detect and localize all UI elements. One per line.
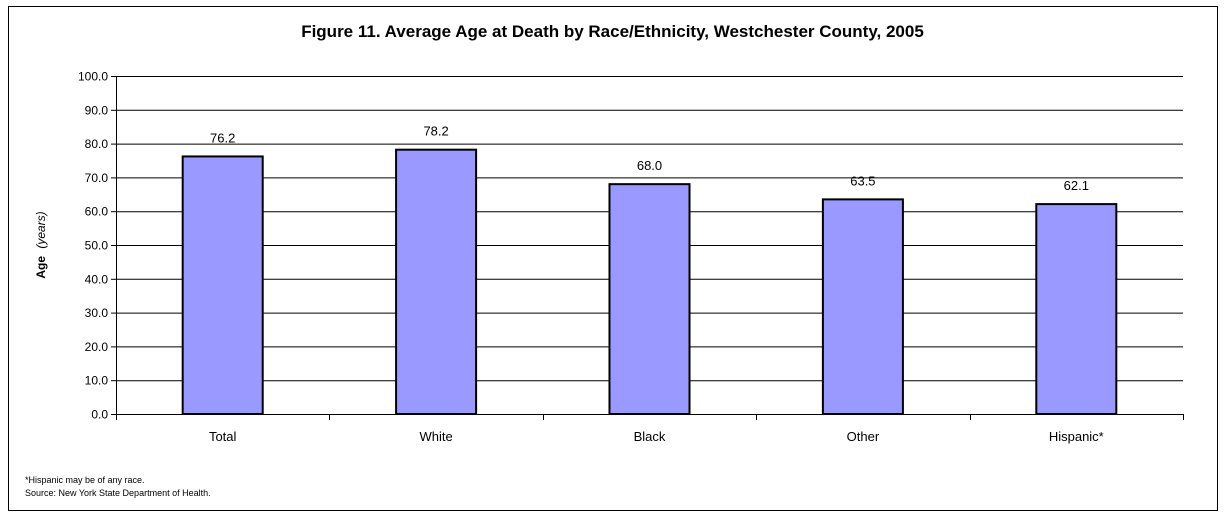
data-label: 63.5 [850,173,875,188]
y-tick-label: 100.0 [78,70,108,84]
bar-black [608,183,691,415]
x-category-label: Total [209,429,237,444]
data-label: 78.2 [423,124,448,139]
x-category-label: Other [847,429,880,444]
y-tick-label: 40.0 [85,272,109,286]
y-tick-label: 0.0 [91,408,108,422]
data-label: 68.0 [637,158,662,173]
bar-hispanic [1035,203,1118,415]
axes: 0.0 10.0 20.0 30.0 40.0 50.0 60.0 70.0 80.0 90.0 1… [78,70,1184,422]
y-tick-label: 30.0 [85,306,109,320]
y-tick-label: 50.0 [85,239,109,253]
y-tick-label: 80.0 [85,137,109,151]
bar-total [181,155,264,415]
y-tick-label: 20.0 [85,340,109,354]
x-category-label: Hispanic* [1049,429,1104,444]
bar-white [395,148,478,416]
y-axis-title-unit: (years) [34,211,48,248]
y-axis-title-main: Age [34,256,48,279]
y-tick-label: 90.0 [85,103,109,117]
data-label: 76.2 [210,130,235,145]
footnote: *Hispanic may be of any race. [25,475,145,485]
data-label: 62.1 [1064,178,1089,193]
bars [181,148,1118,416]
chart-notes: *Hispanic may be of any race. Source: Ne… [25,474,211,500]
x-category-label: White [419,429,452,444]
y-tick-label: 10.0 [85,374,109,388]
source-note: Source: New York State Department of Hea… [25,488,211,498]
y-tick-label: 70.0 [85,171,109,185]
y-axis-title: Age (years) [34,211,48,278]
y-tick-label: 60.0 [85,205,109,219]
x-category-label: Black [634,429,666,444]
bar-other [821,198,904,415]
chart-title: Figure 11. Average Age at Death by Race/… [301,22,924,41]
labels: 76.2 Total 78.2 White 68.0 Black 63.5 Other 62.1… [209,124,1104,444]
